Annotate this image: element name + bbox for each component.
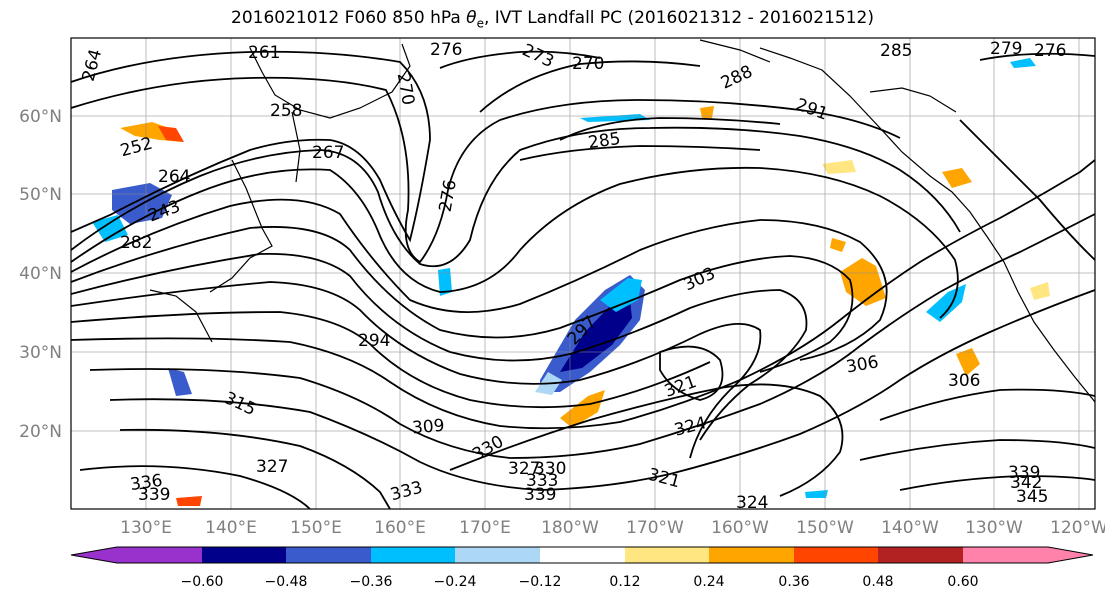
colorbar-segment xyxy=(709,547,794,563)
lat-label: 20°N xyxy=(19,422,62,442)
colorbar-tick-label: −0.48 xyxy=(265,574,308,590)
colorbar-tick-label: −0.24 xyxy=(434,574,477,590)
contour-label: 330 xyxy=(534,459,566,479)
contour-label: 270 xyxy=(572,54,604,74)
lon-label: 150°W xyxy=(796,518,854,538)
colorbar-segment xyxy=(625,547,709,563)
title-text: 2016021012 F060 850 hPa xyxy=(231,8,467,28)
contour-label: 261 xyxy=(248,43,280,63)
theta-e-contours xyxy=(71,50,1095,509)
colorbar-tick-label: −0.60 xyxy=(181,574,224,590)
colorbar-segment xyxy=(794,547,878,563)
colorbar-segment xyxy=(202,547,286,563)
lat-label: 30°N xyxy=(19,343,62,363)
lon-label: 140°W xyxy=(881,518,939,538)
colorbar-segment xyxy=(878,547,963,563)
pc-shading xyxy=(92,58,1050,506)
lat-label: 40°N xyxy=(19,264,62,284)
contour-label: 276 xyxy=(1034,41,1066,61)
lon-label: 150°E xyxy=(290,518,342,538)
contour-label: 285 xyxy=(587,129,622,153)
colorbar-segment xyxy=(540,547,625,563)
contour-label: 306 xyxy=(948,371,980,391)
contour-label: 258 xyxy=(270,101,302,121)
contour-label: 327 xyxy=(508,459,540,479)
colorbar xyxy=(70,546,1094,564)
map-panel: 261 276 270 273 270 264 258 252 264 243 … xyxy=(71,38,1095,513)
title-subscript: e xyxy=(476,16,484,31)
contour-label: 339 xyxy=(138,485,170,505)
colorbar-tick-label: 0.24 xyxy=(693,574,724,590)
contour-label: 336 xyxy=(129,471,164,495)
colorbar-segment xyxy=(1048,547,1093,563)
map-title: 2016021012 F060 850 hPa θe, IVT Landfall… xyxy=(0,8,1105,30)
contour-label: 309 xyxy=(411,416,445,439)
contour-label: 339 xyxy=(1008,463,1040,483)
contour-label: 333 xyxy=(526,471,558,491)
contour-label: 327 xyxy=(256,457,288,477)
contour-label: 267 xyxy=(312,143,344,163)
lat-axis: 60°N 50°N 40°N 30°N 20°N xyxy=(19,107,62,442)
colorbar-segment xyxy=(371,547,455,563)
lon-label: 160°E xyxy=(374,518,426,538)
colorbar-tick-label: 0.48 xyxy=(862,574,893,590)
lon-label: 160°W xyxy=(711,518,769,538)
contour-label: 324 xyxy=(736,493,768,513)
lon-label: 170°E xyxy=(459,518,511,538)
contour-label: 276 xyxy=(430,40,462,60)
contour-label: 282 xyxy=(120,233,152,253)
colorbar-segment xyxy=(286,547,371,563)
lon-label: 120°W xyxy=(1050,518,1105,538)
colorbar-segment xyxy=(71,547,117,563)
title-period: , IVT Landfall PC (2016021312 - 20160215… xyxy=(483,8,874,28)
colorbar-tick-label: −0.36 xyxy=(350,574,393,590)
colorbar-segment xyxy=(455,547,540,563)
lon-label: 180°W xyxy=(541,518,599,538)
colorbar-ticks: −0.60 −0.48 −0.36 −0.24 −0.12 0.12 0.24 … xyxy=(181,574,979,590)
colorbar-segment xyxy=(963,547,1048,563)
graticule xyxy=(71,38,1095,509)
lat-label: 60°N xyxy=(19,107,62,127)
contour-label: 339 xyxy=(524,485,556,505)
colorbar-tick-label: 0.12 xyxy=(609,574,640,590)
contour-label: 342 xyxy=(1010,473,1042,493)
contour-label: 279 xyxy=(990,39,1022,59)
lon-label: 130°E xyxy=(120,518,172,538)
title-theta: θ xyxy=(466,8,477,28)
lon-label: 130°W xyxy=(965,518,1023,538)
lat-label: 50°N xyxy=(19,185,62,205)
contour-label: 294 xyxy=(358,331,390,351)
colorbar-outline xyxy=(70,546,1094,564)
lon-label: 170°W xyxy=(626,518,684,538)
colorbar-tick-label: 0.36 xyxy=(778,574,809,590)
coastlines xyxy=(149,39,1095,403)
colorbar-segment xyxy=(117,547,202,563)
contour-label: 285 xyxy=(880,41,912,61)
colorbar-tick-label: 0.60 xyxy=(947,574,978,590)
contour-label: 345 xyxy=(1016,487,1048,507)
colorbar-tick-label: −0.12 xyxy=(519,574,562,590)
lon-label: 140°E xyxy=(205,518,257,538)
map-frame xyxy=(70,37,1096,510)
contour-label: 264 xyxy=(158,167,190,187)
lon-axis: 130°E 140°E 150°E 160°E 170°E 180°W 170°… xyxy=(120,518,1105,538)
